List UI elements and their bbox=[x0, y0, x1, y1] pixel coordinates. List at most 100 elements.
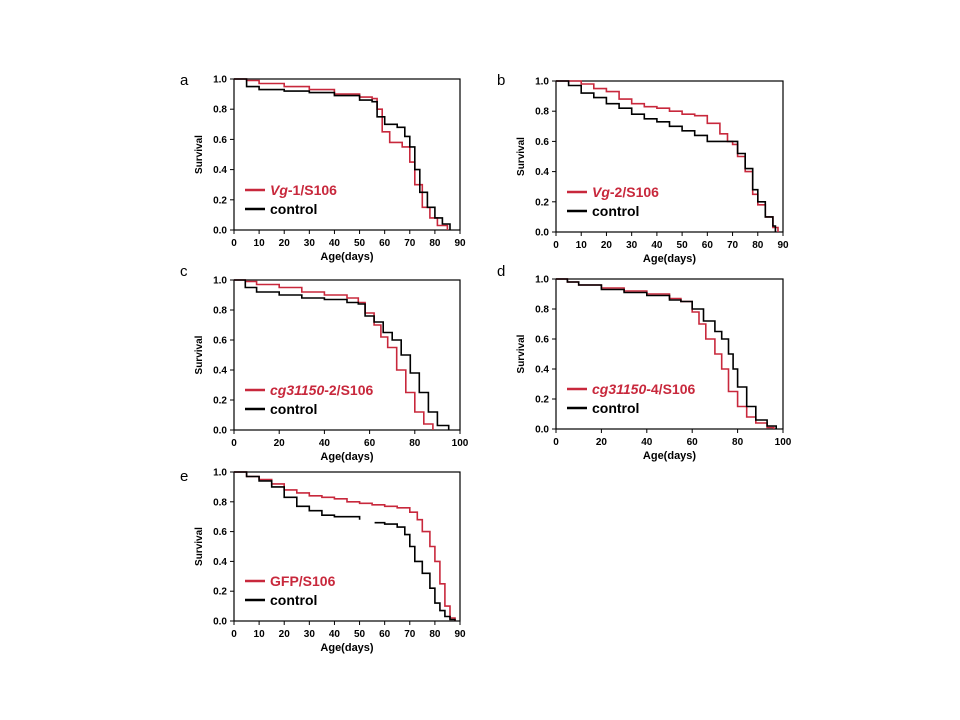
y-tick-label-b-5: 1.0 bbox=[535, 77, 549, 88]
y-tick-label-b-2: 0.4 bbox=[535, 167, 549, 178]
x-tick-label-e-1: 10 bbox=[254, 629, 266, 640]
x-axis-label-e: Age(days) bbox=[320, 642, 374, 654]
series-line-b-control bbox=[556, 80, 777, 232]
y-tick-label-a-3: 0.6 bbox=[213, 135, 227, 146]
plot-frame-b bbox=[555, 80, 784, 233]
y-tick-label-e-4: 0.8 bbox=[213, 497, 227, 508]
x-tick-label-d-4: 80 bbox=[732, 437, 744, 448]
y-tick-label-d-0: 0.0 bbox=[535, 425, 549, 436]
series-line-c-control bbox=[234, 279, 450, 430]
y-axis-label-e: Survival bbox=[194, 527, 205, 566]
panel-b: 0 10 20 30 40 50 60 70 80 90 0.0 0.2 0.4 0.6 0.8 1.0 Age… bbox=[516, 77, 789, 266]
y-tick-label-b-4: 0.8 bbox=[535, 107, 549, 118]
y-tick-label-c-2: 0.4 bbox=[213, 366, 227, 377]
series-line-d-treatment bbox=[556, 278, 775, 429]
x-tick-label-a-4: 40 bbox=[329, 238, 341, 249]
y-tick-label-e-3: 0.6 bbox=[213, 527, 227, 538]
x-tick-label-a-3: 30 bbox=[304, 238, 316, 249]
x-tick-label-b-3: 30 bbox=[626, 240, 638, 251]
legend-label-d-control: control bbox=[592, 400, 639, 416]
legend-label-d-treatment: cg31150-4/S106 bbox=[592, 381, 695, 397]
x-tick-label-d-2: 40 bbox=[641, 437, 653, 448]
x-tick-label-e-0: 0 bbox=[231, 629, 237, 640]
y-tick-label-e-0: 0.0 bbox=[213, 617, 227, 628]
x-tick-label-e-4: 40 bbox=[329, 629, 341, 640]
panel-label-d: d bbox=[497, 263, 506, 280]
x-axis-label-c: Age(days) bbox=[320, 451, 374, 463]
x-tick-label-e-7: 70 bbox=[404, 629, 416, 640]
x-tick-label-e-6: 60 bbox=[379, 629, 391, 640]
plot-frame-a bbox=[233, 78, 461, 231]
y-tick-label-b-3: 0.6 bbox=[535, 137, 549, 148]
x-tick-label-e-3: 30 bbox=[304, 629, 316, 640]
x-tick-label-d-5: 100 bbox=[775, 437, 792, 448]
y-tick-label-c-1: 0.2 bbox=[213, 396, 227, 407]
x-tick-label-b-6: 60 bbox=[702, 240, 714, 251]
x-tick-label-c-3: 60 bbox=[364, 438, 376, 449]
legend-label-c-control: control bbox=[270, 401, 317, 417]
x-tick-label-c-5: 100 bbox=[452, 438, 469, 449]
series-line-e-treatment bbox=[234, 471, 456, 621]
panel-label-a: a bbox=[180, 72, 189, 89]
y-tick-label-b-0: 0.0 bbox=[535, 228, 549, 239]
series-line-e-control bbox=[234, 471, 361, 520]
y-tick-label-d-1: 0.2 bbox=[535, 395, 549, 406]
panel-c: 0 20 40 60 80 100 0.0 0.2 0.4 0.6 0.8 1.0 Age(days) S… bbox=[194, 276, 469, 464]
y-tick-label-a-2: 0.4 bbox=[213, 165, 227, 176]
x-tick-label-a-8: 80 bbox=[429, 238, 441, 249]
panel-label-c: c bbox=[180, 263, 188, 280]
y-tick-label-d-3: 0.6 bbox=[535, 335, 549, 346]
legend-label-a-control: control bbox=[270, 201, 317, 217]
x-tick-label-b-7: 70 bbox=[727, 240, 739, 251]
y-tick-label-c-4: 0.8 bbox=[213, 306, 227, 317]
y-tick-label-a-4: 0.8 bbox=[213, 105, 227, 116]
series-line-b-treatment bbox=[556, 80, 779, 232]
y-tick-label-c-5: 1.0 bbox=[213, 276, 227, 287]
x-tick-label-b-2: 20 bbox=[601, 240, 613, 251]
legend-label-e-control: control bbox=[270, 592, 317, 608]
x-tick-label-c-2: 40 bbox=[319, 438, 331, 449]
x-tick-label-c-0: 0 bbox=[231, 438, 237, 449]
x-tick-label-d-3: 60 bbox=[687, 437, 699, 448]
series-line-d-control bbox=[556, 278, 777, 429]
x-tick-label-c-4: 80 bbox=[409, 438, 421, 449]
y-tick-label-c-3: 0.6 bbox=[213, 336, 227, 347]
y-axis-label-b: Survival bbox=[516, 137, 527, 176]
x-tick-label-e-5: 50 bbox=[354, 629, 366, 640]
x-axis-label-d: Age(days) bbox=[643, 450, 697, 462]
legend-label-a-treatment: Vg-1/S106 bbox=[270, 182, 337, 198]
x-tick-label-b-9: 90 bbox=[777, 240, 789, 251]
x-tick-label-a-5: 50 bbox=[354, 238, 366, 249]
y-tick-label-e-5: 1.0 bbox=[213, 468, 227, 479]
y-tick-label-d-5: 1.0 bbox=[535, 275, 549, 286]
x-tick-label-a-0: 0 bbox=[231, 238, 237, 249]
x-tick-label-b-8: 80 bbox=[752, 240, 764, 251]
x-tick-label-b-5: 50 bbox=[677, 240, 689, 251]
x-tick-label-a-6: 60 bbox=[379, 238, 391, 249]
series-line-a-control bbox=[234, 78, 451, 230]
x-tick-label-e-8: 80 bbox=[429, 629, 441, 640]
panel-a: 0 10 20 30 40 50 60 70 80 90 0.0 0.2 0.4 0.6 0.8 1.0 Age… bbox=[194, 75, 466, 264]
panel-e: 0 10 20 30 40 50 60 70 80 90 0.0 0.2 0.4 0.6 0.8 1.0 Age… bbox=[194, 468, 466, 655]
panel-label-e: e bbox=[180, 468, 189, 485]
y-tick-label-e-2: 0.4 bbox=[213, 557, 227, 568]
y-axis-label-d: Survival bbox=[516, 334, 527, 373]
x-tick-label-c-1: 20 bbox=[274, 438, 286, 449]
y-tick-label-c-0: 0.0 bbox=[213, 426, 227, 437]
x-tick-label-b-1: 10 bbox=[576, 240, 588, 251]
panel-d: 0 20 40 60 80 100 0.0 0.2 0.4 0.6 0.8 1.0 Age(days) S… bbox=[516, 275, 792, 463]
plot-frame-d bbox=[555, 278, 784, 430]
x-tick-label-d-0: 0 bbox=[553, 437, 559, 448]
x-tick-label-a-2: 20 bbox=[279, 238, 291, 249]
y-axis-label-c: Survival bbox=[194, 335, 205, 374]
y-axis-label-a: Survival bbox=[194, 135, 205, 174]
plot-frame-c bbox=[233, 279, 461, 431]
series-line-a-treatment bbox=[234, 78, 449, 230]
y-tick-label-d-4: 0.8 bbox=[535, 305, 549, 316]
legend-label-b-treatment: Vg-2/S106 bbox=[592, 184, 659, 200]
x-tick-label-a-9: 90 bbox=[454, 238, 466, 249]
series-line-e-control-segment-2 bbox=[374, 521, 456, 621]
y-tick-label-a-1: 0.2 bbox=[213, 195, 227, 206]
